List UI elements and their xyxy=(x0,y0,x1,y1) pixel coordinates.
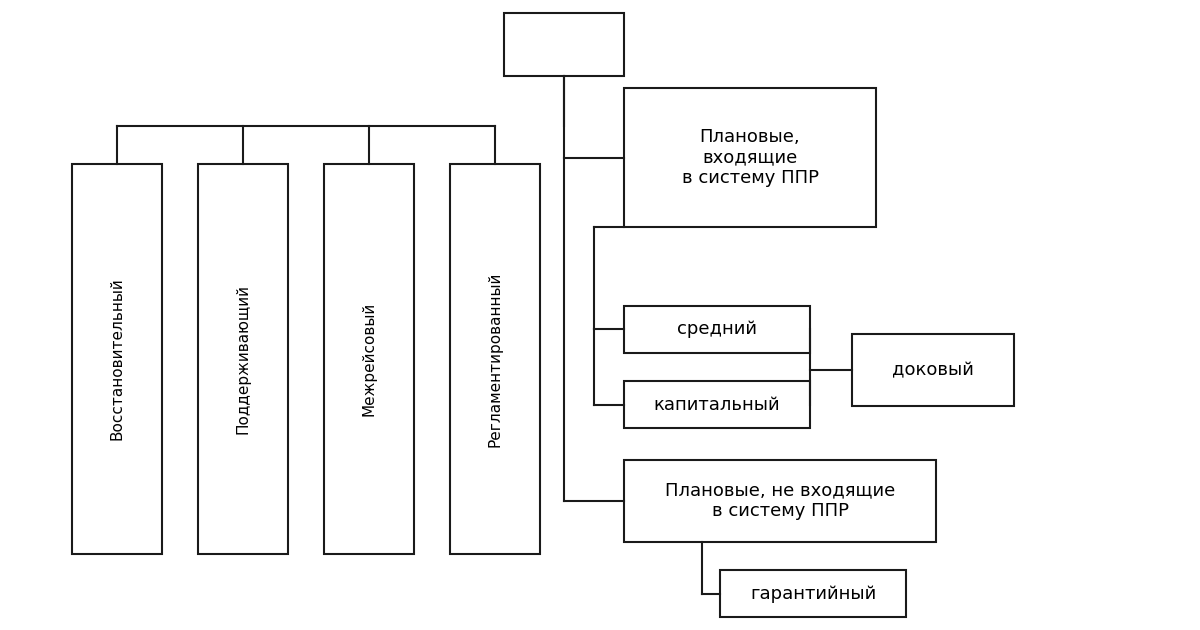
Text: Поддерживающий: Поддерживающий xyxy=(235,284,251,434)
Text: Регламентированный: Регламентированный xyxy=(487,272,503,447)
Text: доковый: доковый xyxy=(892,361,974,379)
FancyBboxPatch shape xyxy=(720,570,906,617)
FancyBboxPatch shape xyxy=(324,164,414,554)
Text: Плановые, не входящие
в систему ППР: Плановые, не входящие в систему ППР xyxy=(665,481,895,520)
FancyBboxPatch shape xyxy=(504,13,624,76)
Text: средний: средний xyxy=(677,320,757,338)
FancyBboxPatch shape xyxy=(624,306,810,353)
Text: Восстановительный: Восстановительный xyxy=(109,278,125,440)
FancyBboxPatch shape xyxy=(72,164,162,554)
FancyBboxPatch shape xyxy=(852,334,1014,406)
Text: Межрейсовый: Межрейсовый xyxy=(361,302,377,416)
Text: гарантийный: гарантийный xyxy=(750,585,876,603)
Text: капитальный: капитальный xyxy=(654,396,780,414)
FancyBboxPatch shape xyxy=(624,381,810,428)
FancyBboxPatch shape xyxy=(624,88,876,227)
FancyBboxPatch shape xyxy=(450,164,540,554)
FancyBboxPatch shape xyxy=(624,460,936,542)
Text: Плановые,
входящие
в систему ППР: Плановые, входящие в систему ППР xyxy=(682,128,818,187)
FancyBboxPatch shape xyxy=(198,164,288,554)
